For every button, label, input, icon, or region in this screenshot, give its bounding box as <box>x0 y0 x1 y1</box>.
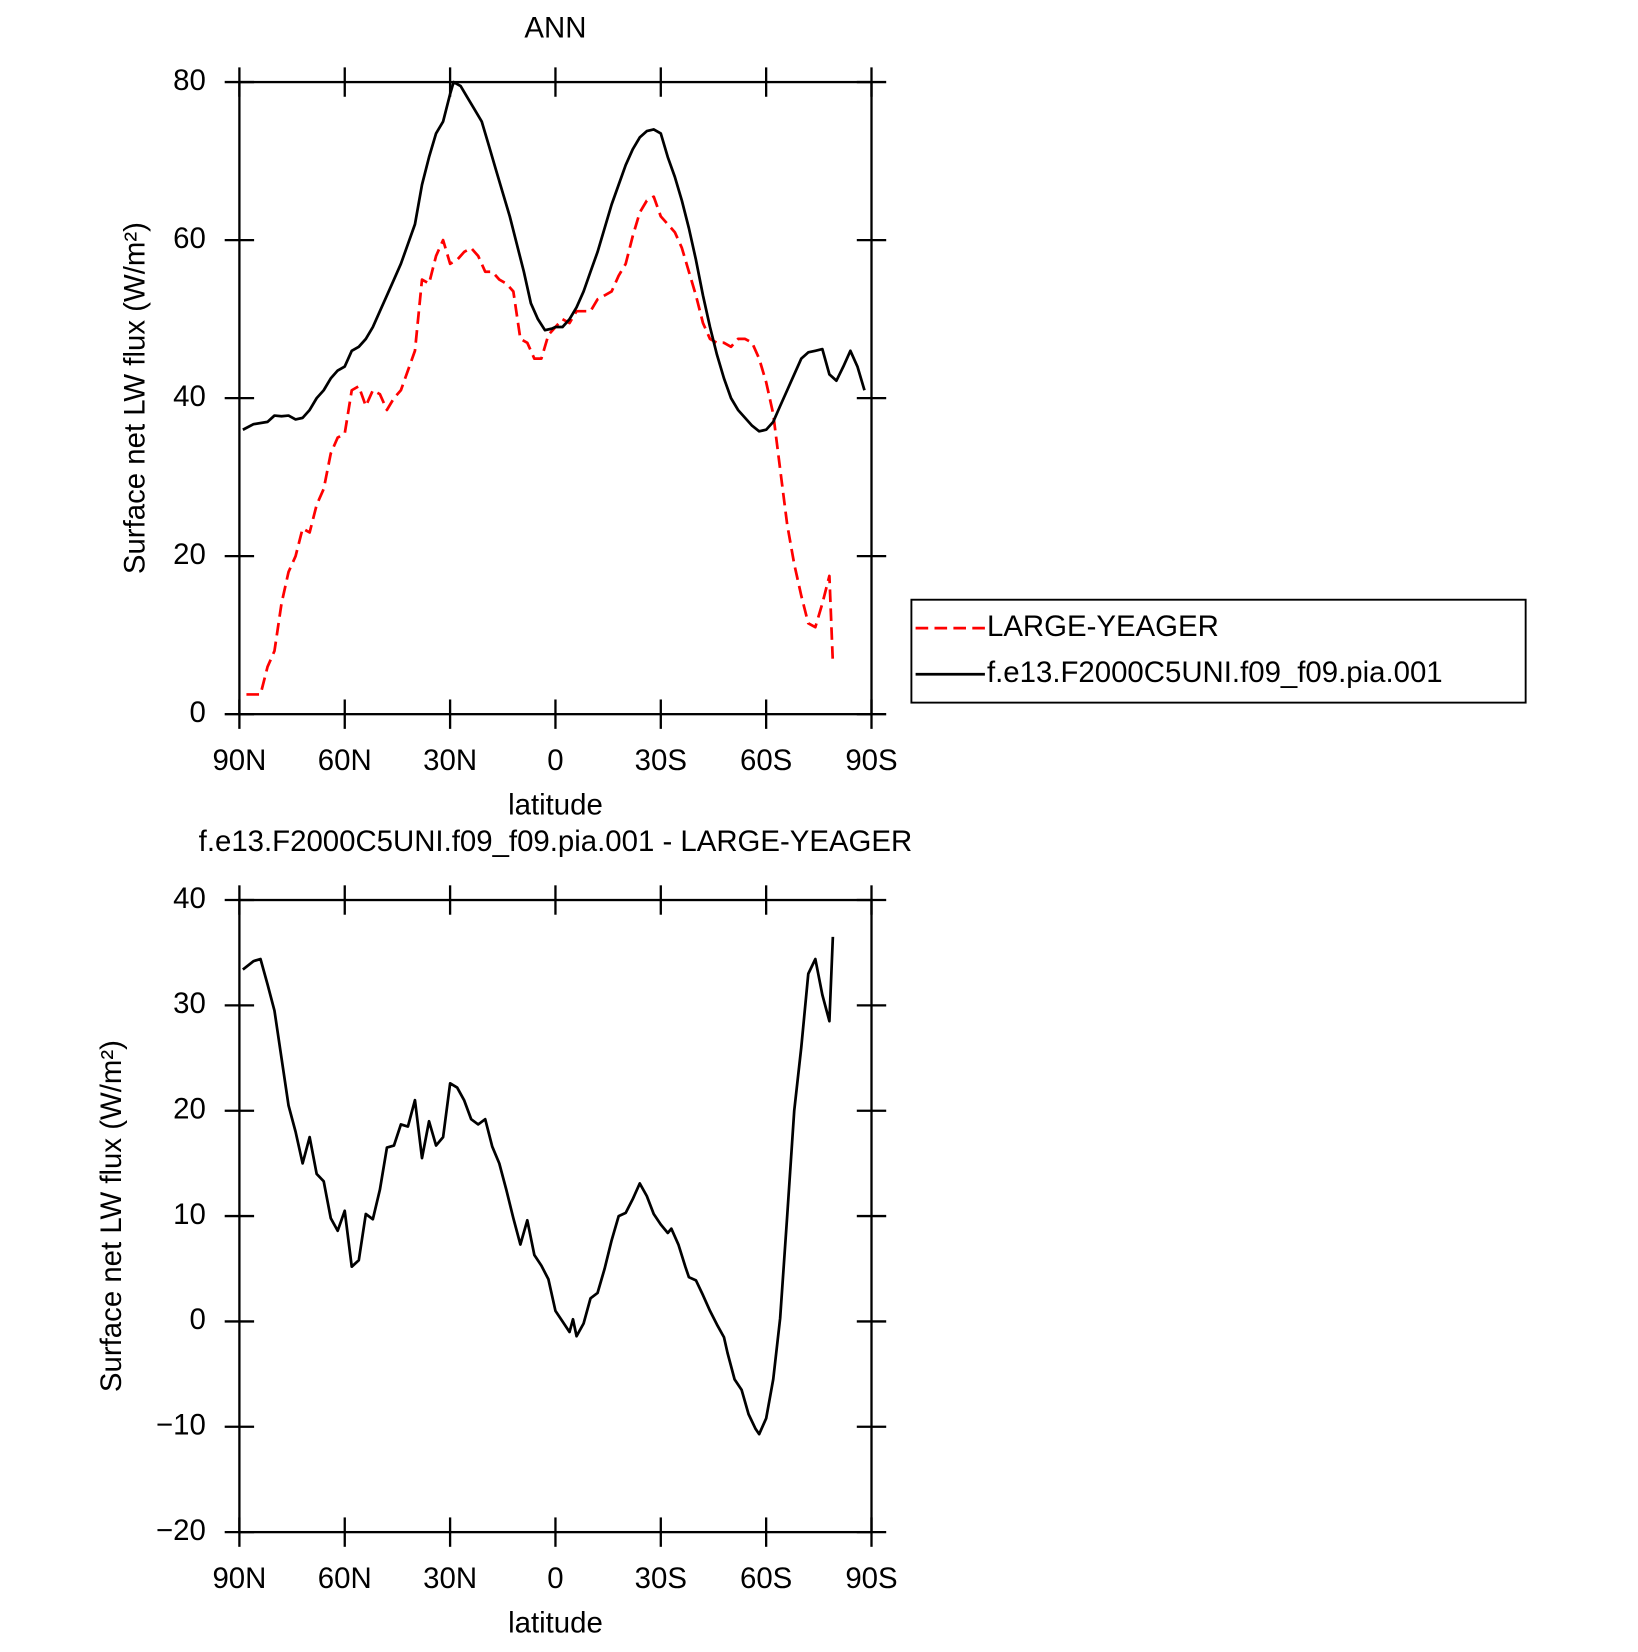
x-tick-label: 60N <box>318 744 372 777</box>
x-tick-label: 0 <box>547 744 563 777</box>
y-tick-label: 60 <box>173 222 206 255</box>
y-tick-label: 10 <box>173 1198 206 1231</box>
plot-frame <box>238 80 873 716</box>
y-tick-label: 0 <box>189 1303 205 1336</box>
x-tick-label: 90N <box>212 1562 266 1595</box>
data-line <box>246 195 835 696</box>
y-axis-label: Surface net LW flux (W/m²) <box>95 1040 128 1392</box>
y-tick-label: 20 <box>173 1092 206 1125</box>
x-axis-label: latitude <box>508 1606 603 1639</box>
y-tick-label: −10 <box>156 1409 206 1442</box>
y-tick-label: −20 <box>156 1514 206 1547</box>
x-tick-label: 60S <box>740 744 792 777</box>
x-tick-label: 60N <box>318 1562 372 1595</box>
legend-label: f.e13.F2000C5UNI.f09_f09.pia.001 <box>987 656 1443 689</box>
x-tick-label: 0 <box>547 1562 563 1595</box>
data-line <box>242 936 835 1436</box>
plot-frame <box>238 898 873 1534</box>
chart-title: ANN <box>524 11 586 44</box>
x-tick-label: 30N <box>423 1562 477 1595</box>
legend-box <box>910 598 1527 704</box>
y-tick-label: 0 <box>189 696 205 729</box>
y-tick-label: 20 <box>173 538 206 571</box>
y-tick-label: 30 <box>173 987 206 1020</box>
x-axis-label: latitude <box>508 788 603 821</box>
x-tick-label: 90N <box>212 744 266 777</box>
x-tick-label: 30S <box>635 1562 687 1595</box>
x-tick-label: 60S <box>740 1562 792 1595</box>
x-tick-label: 30S <box>635 744 687 777</box>
y-tick-label: 80 <box>173 64 206 97</box>
data-line <box>242 80 866 433</box>
y-axis-label: Surface net LW flux (W/m²) <box>118 222 151 574</box>
y-tick-label: 40 <box>173 380 206 413</box>
chart-title: f.e13.F2000C5UNI.f09_f09.pia.001 - LARGE… <box>199 825 913 858</box>
x-tick-label: 90S <box>845 744 897 777</box>
x-tick-label: 30N <box>423 744 477 777</box>
x-tick-label: 90S <box>845 1562 897 1595</box>
legend-label: LARGE-YEAGER <box>987 610 1219 643</box>
y-tick-label: 40 <box>173 882 206 915</box>
